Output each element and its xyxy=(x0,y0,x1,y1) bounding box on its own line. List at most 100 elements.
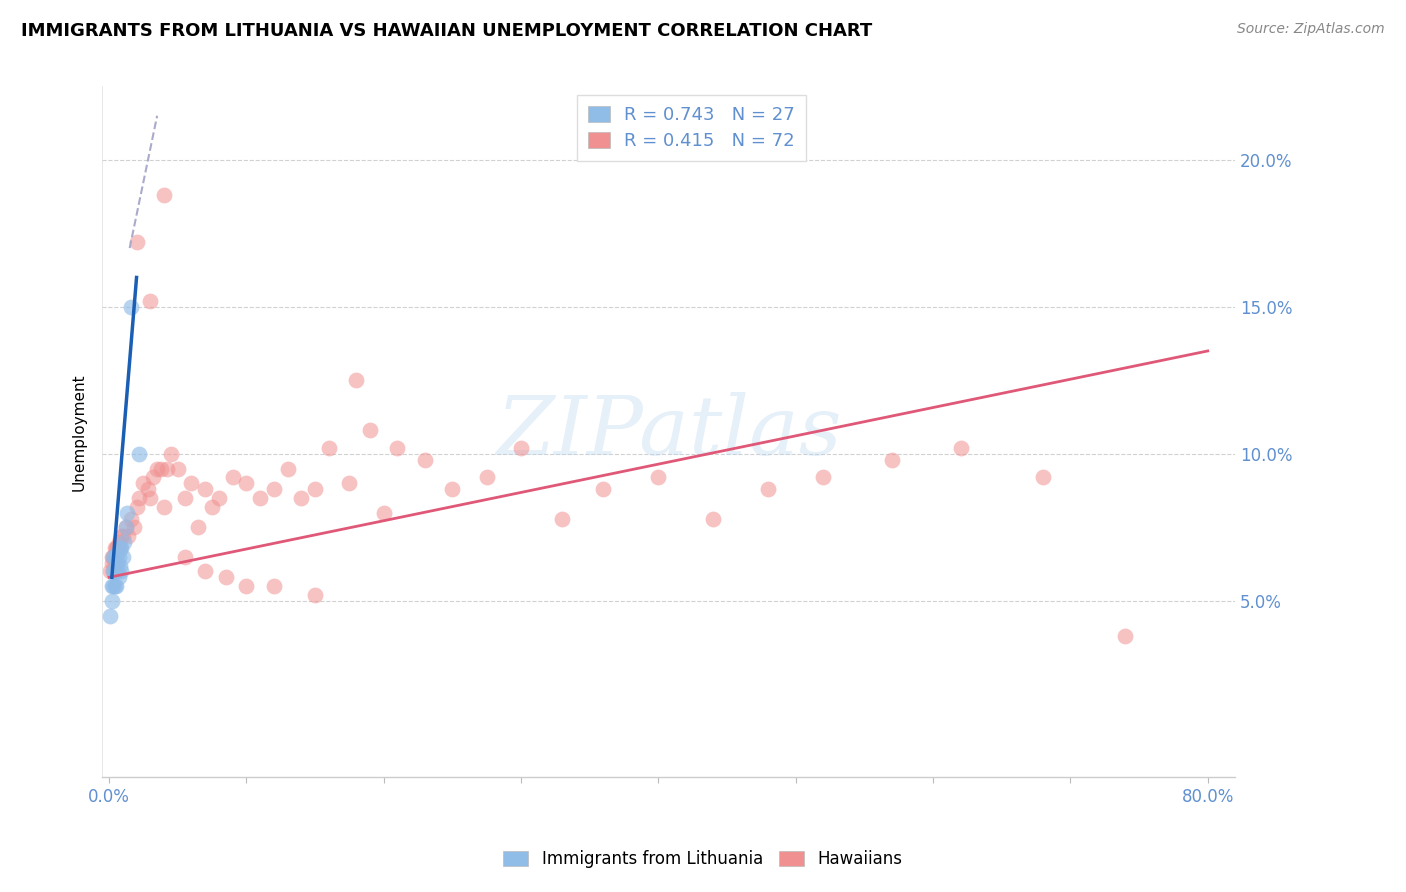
Point xyxy=(880,452,903,467)
Point xyxy=(103,549,125,564)
Legend: Immigrants from Lithuania, Hawaiians: Immigrants from Lithuania, Hawaiians xyxy=(496,844,910,875)
Point xyxy=(194,565,217,579)
Point xyxy=(359,423,381,437)
Point xyxy=(104,549,127,564)
Point xyxy=(949,441,972,455)
Point xyxy=(101,579,124,593)
Point xyxy=(139,293,162,308)
Point xyxy=(441,482,464,496)
Point xyxy=(510,441,533,455)
Point xyxy=(249,491,271,505)
Text: IMMIGRANTS FROM LITHUANIA VS HAWAIIAN UNEMPLOYMENT CORRELATION CHART: IMMIGRANTS FROM LITHUANIA VS HAWAIIAN UN… xyxy=(21,22,872,40)
Point xyxy=(104,541,127,555)
Point xyxy=(166,461,188,475)
Point xyxy=(128,491,150,505)
Point xyxy=(146,461,169,475)
Point xyxy=(108,558,131,573)
Point xyxy=(1114,629,1136,643)
Point xyxy=(103,565,125,579)
Point xyxy=(1032,470,1054,484)
Point xyxy=(475,470,498,484)
Point xyxy=(120,511,142,525)
Point xyxy=(156,461,179,475)
Point xyxy=(160,447,183,461)
Point xyxy=(108,541,131,555)
Point xyxy=(101,549,124,564)
Point xyxy=(105,547,128,561)
Point xyxy=(173,549,195,564)
Point xyxy=(813,470,835,484)
Point xyxy=(103,549,125,564)
Point xyxy=(103,565,125,579)
Point xyxy=(100,608,122,623)
Point xyxy=(111,549,134,564)
Point xyxy=(125,235,148,249)
Point xyxy=(114,520,136,534)
Point xyxy=(235,476,257,491)
Point xyxy=(101,556,124,570)
Point xyxy=(235,579,257,593)
Point xyxy=(153,500,176,514)
Text: ZIPatlas: ZIPatlas xyxy=(496,392,841,472)
Point xyxy=(551,511,574,525)
Point xyxy=(187,520,209,534)
Point xyxy=(107,570,129,584)
Point xyxy=(344,373,367,387)
Point xyxy=(104,558,127,573)
Point xyxy=(263,579,285,593)
Point xyxy=(208,491,231,505)
Point xyxy=(103,556,125,570)
Point xyxy=(150,461,173,475)
Point xyxy=(277,461,299,475)
Point xyxy=(201,500,224,514)
Point xyxy=(263,482,285,496)
Point xyxy=(756,482,779,496)
Point xyxy=(387,441,409,455)
Point xyxy=(173,491,195,505)
Point xyxy=(103,541,125,555)
Point xyxy=(105,565,128,579)
Point xyxy=(115,506,138,520)
Point xyxy=(136,482,159,496)
Point xyxy=(221,470,243,484)
Point xyxy=(180,476,202,491)
Point xyxy=(702,511,724,525)
Point xyxy=(132,476,155,491)
Point xyxy=(110,541,132,555)
Point xyxy=(413,452,436,467)
Point xyxy=(142,470,165,484)
Point xyxy=(125,500,148,514)
Point xyxy=(110,529,132,543)
Point xyxy=(139,491,162,505)
Point xyxy=(104,579,127,593)
Point xyxy=(128,447,150,461)
Point xyxy=(122,520,145,534)
Point xyxy=(318,441,340,455)
Point xyxy=(107,549,129,564)
Point xyxy=(592,482,614,496)
Point xyxy=(108,541,131,555)
Point xyxy=(103,549,125,564)
Point xyxy=(104,565,127,579)
Point xyxy=(290,491,312,505)
Point xyxy=(103,579,125,593)
Legend: R = 0.743   N = 27, R = 0.415   N = 72: R = 0.743 N = 27, R = 0.415 N = 72 xyxy=(576,95,806,161)
Point xyxy=(373,506,395,520)
Point xyxy=(194,482,217,496)
Y-axis label: Unemployment: Unemployment xyxy=(72,373,86,491)
Point xyxy=(647,470,669,484)
Point xyxy=(117,529,139,543)
Point xyxy=(153,188,176,202)
Point xyxy=(339,476,361,491)
Point xyxy=(100,565,122,579)
Point xyxy=(215,570,238,584)
Point xyxy=(107,535,129,549)
Point xyxy=(110,565,132,579)
Point xyxy=(101,594,124,608)
Text: Source: ZipAtlas.com: Source: ZipAtlas.com xyxy=(1237,22,1385,37)
Point xyxy=(103,579,125,593)
Point xyxy=(105,556,128,570)
Point xyxy=(304,482,326,496)
Point xyxy=(114,520,136,534)
Point xyxy=(103,565,125,579)
